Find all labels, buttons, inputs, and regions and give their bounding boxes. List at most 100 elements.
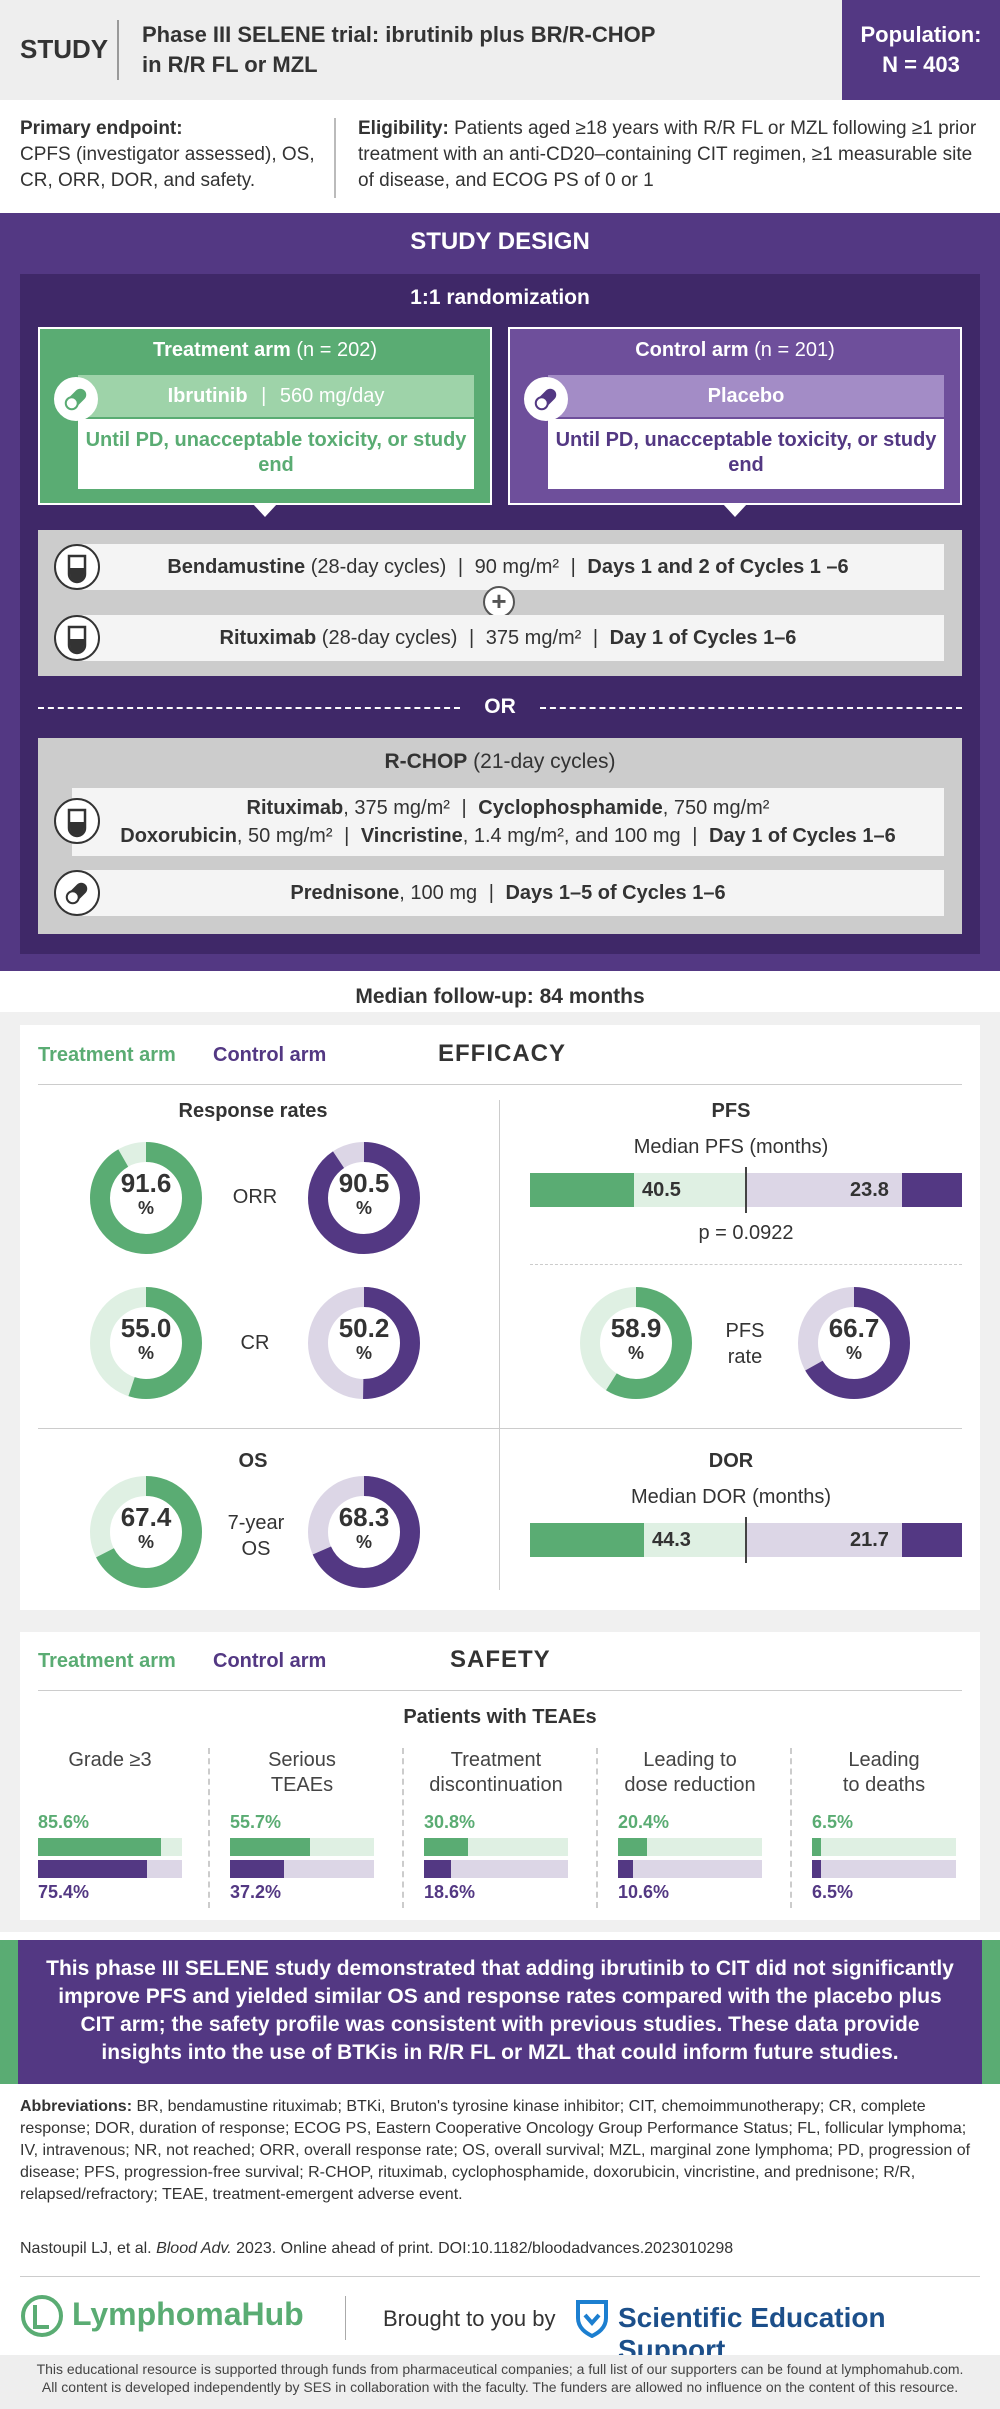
or-label: OR <box>484 695 516 718</box>
safety-item-label: Leading to dose reduction <box>618 1748 762 1798</box>
safety-treatment-fill <box>424 1838 469 1856</box>
disclaimer-line2: All content is developed independently b… <box>41 2379 959 2395</box>
conclusion-banner <box>0 1940 1000 2084</box>
donut-ring <box>580 1287 692 1399</box>
median-follow-up: Median follow-up: 84 months <box>355 985 645 1008</box>
control-arm-box: Control arm (n = 201) Placebo Until PD, … <box>508 327 962 517</box>
safety-title: SAFETY <box>450 1646 551 1673</box>
bendamustine-days: Days 1 and 2 of Cycles 1 –6 <box>587 556 849 578</box>
donut-ring <box>308 1287 420 1399</box>
prednisone-dose: , 100 mg <box>399 882 478 904</box>
bendamustine-row: Bendamustine (28-day cycles) | 90 mg/m² … <box>72 544 944 590</box>
efficacy-title: EFFICACY <box>438 1040 566 1067</box>
conclusion-text: This phase III SELENE study demonstrated… <box>46 1957 954 2064</box>
pill-icon <box>54 377 98 421</box>
os-control-value: 68.3 <box>338 1502 390 1532</box>
eligibility-text: Patients aged ≥18 years with R/R FL or M… <box>358 118 977 191</box>
donut-ring <box>308 1142 420 1254</box>
doxorubicin-dose: , 50 mg/m² <box>236 825 333 847</box>
safety-item-label-line1: Treatment <box>450 1749 542 1771</box>
donut-fill <box>90 1476 202 1588</box>
plus-icon: + <box>483 586 515 618</box>
reference-journal: Blood Adv. <box>156 2240 232 2257</box>
safety-control-value: 6.5% <box>812 1882 854 1902</box>
donut-ring <box>90 1287 202 1399</box>
donut-fill <box>308 1476 420 1588</box>
safety-treatment-bar <box>230 1838 374 1856</box>
os-control-donut: 68.3 % <box>306 1474 422 1590</box>
reference-rule <box>20 2276 980 2277</box>
control-median-value: 23.8 <box>850 1179 889 1201</box>
iv-bag-icon <box>54 798 100 844</box>
rituximab-row: Rituximab (28-day cycles) | 375 mg/m² | … <box>72 615 944 661</box>
safety-treatment-value: 55.7% <box>230 1812 282 1832</box>
safety-divider <box>596 1748 598 1908</box>
efficacy-rule <box>38 1084 962 1085</box>
safety-item-label: Treatment discontinuation <box>424 1748 568 1798</box>
os-label-line2: OS <box>241 1538 271 1560</box>
or-divider-right <box>540 707 962 709</box>
safety-treatment-bar <box>38 1838 182 1856</box>
orr-control-value: 90.5 <box>338 1168 390 1198</box>
percent-sign: % <box>137 1532 154 1552</box>
safety-control-bar <box>812 1860 956 1878</box>
reference-authors: Nastoupil LJ, et al. <box>20 2240 152 2257</box>
donut-fill <box>580 1287 692 1399</box>
prednisone-days: Days 1–5 of Cycles 1–6 <box>505 882 726 904</box>
donut-fill <box>308 1287 420 1399</box>
safety-treatment-bar <box>812 1838 956 1856</box>
rituximab-days: Day 1 of Cycles 1–6 <box>609 627 797 649</box>
primary-endpoint-label: Primary endpoint: <box>20 118 183 139</box>
population-label: Population: <box>860 22 982 47</box>
bar-center-line <box>745 1517 747 1563</box>
study-title: Phase III SELENE trial: ibrutinib plus B… <box>142 20 702 80</box>
safety-item-label: Leading to deaths <box>812 1748 956 1798</box>
safety-control-value: 18.6% <box>424 1882 476 1902</box>
ibrutinib-name: Ibrutinib <box>167 385 248 407</box>
pfs-rate-control-donut: 66.7 % <box>796 1285 912 1401</box>
pill-icon <box>524 377 568 421</box>
treatment-bar-fill <box>530 1523 644 1557</box>
safety-control-bar <box>618 1860 762 1878</box>
rituximab-cycle: (28-day cycles) <box>321 627 458 649</box>
treatment-arm-pointer <box>253 504 277 517</box>
rchop-line1: Rituximab, 375 mg/m² | Cyclophosphamide,… <box>246 797 770 819</box>
safety-control-value: 10.6% <box>618 1882 670 1902</box>
safety-control-bar <box>424 1860 568 1878</box>
safety-control-value: 75.4% <box>38 1882 90 1902</box>
safety-item-label-line1: Grade ≥3 <box>68 1749 152 1771</box>
donut-fill <box>90 1287 202 1399</box>
ibrutinib-row: Ibrutinib | 560 mg/day <box>78 375 474 417</box>
abbreviations-text: BR, bendamustine rituximab; BTKi, Bruton… <box>20 2098 971 2203</box>
pfs-rate-label-line2: rate <box>727 1346 763 1368</box>
doxorubicin-name: Doxorubicin <box>120 825 237 847</box>
bendamustine-name: Bendamustine <box>167 556 306 578</box>
pfs-rate-treatment-value: 58.9 <box>610 1313 662 1343</box>
percent-sign: % <box>355 1532 372 1552</box>
primary-endpoint: Primary endpoint: CPFS (investigator ass… <box>20 116 320 194</box>
donut-ring <box>308 1476 420 1588</box>
safety-item-label-line1: Leading <box>848 1749 920 1771</box>
cyclophosphamide-dose: , 750 mg/m² <box>662 797 770 819</box>
safety-treatment-value: 20.4% <box>618 1812 670 1832</box>
header-divider <box>117 20 119 80</box>
safety-control-fill <box>618 1860 634 1878</box>
safety-item-label-line2: to deaths <box>842 1774 926 1796</box>
rchop-title: R-CHOP (21-day cycles) <box>38 750 962 774</box>
safety-rule <box>38 1690 962 1691</box>
study-title-line2: in R/R FL or MZL <box>142 52 318 77</box>
conclusion-accent-right <box>982 1940 1000 2084</box>
safety-divider <box>208 1748 210 1908</box>
rituximab-name: Rituximab <box>219 627 317 649</box>
safety-control-value: 37.2% <box>230 1882 282 1902</box>
control-arm-name: Control arm <box>635 339 749 361</box>
lymphomahub-logo[interactable]: LymphomaHub <box>72 2296 304 2332</box>
safety-treatment-fill <box>812 1838 822 1856</box>
or-divider-left <box>38 707 460 709</box>
os-label: 7-year OS <box>218 1510 294 1562</box>
iv-bag-icon <box>54 615 100 661</box>
abbreviations-label: Abbreviations: <box>20 2098 133 2115</box>
header-bar <box>0 0 1000 100</box>
safety-treatment-value: 30.8% <box>424 1812 476 1832</box>
rchop-line2: Doxorubicin, 50 mg/m² | Vincristine, 1.4… <box>120 825 896 847</box>
